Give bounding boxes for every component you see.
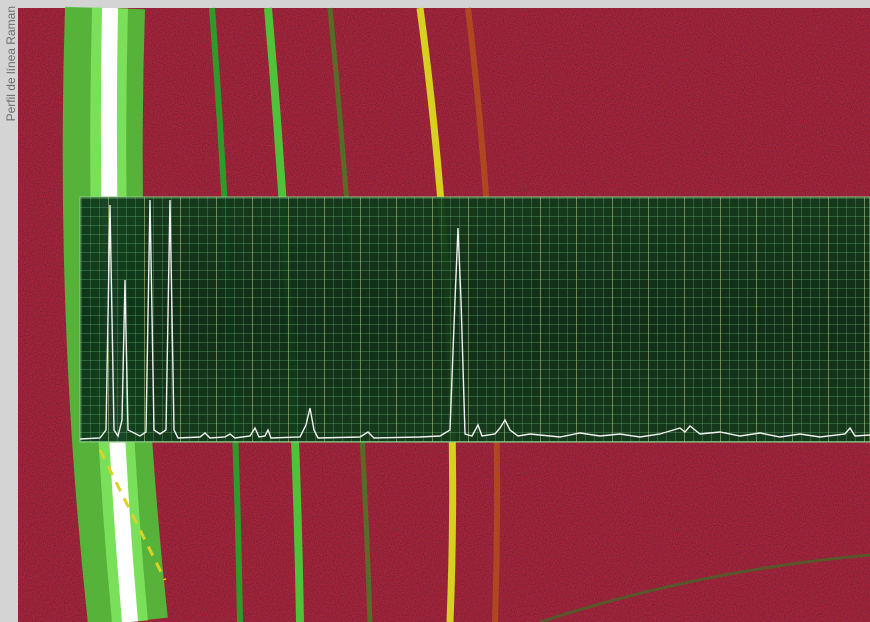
spectrum-line	[79, 199, 870, 440]
caption: Perfil de línea Raman	[4, 6, 18, 121]
spectrum-panel	[79, 196, 870, 443]
